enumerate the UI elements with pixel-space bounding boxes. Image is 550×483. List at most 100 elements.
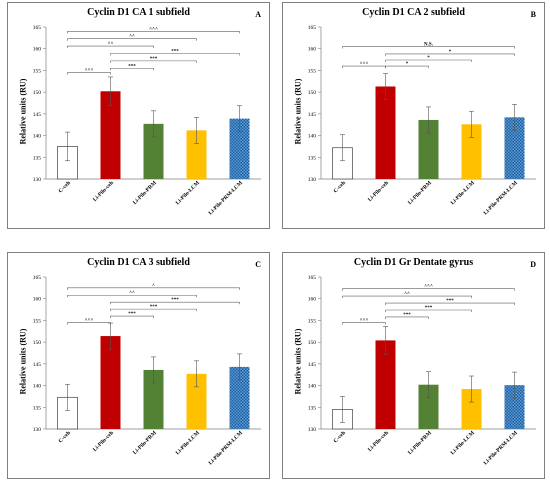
bar <box>418 119 439 179</box>
bar <box>186 373 207 429</box>
x-tick-label: Li-Pilo-veh <box>92 180 115 203</box>
significance-label: *** <box>446 299 454 304</box>
significance-bracket <box>385 53 515 56</box>
y-tick-label: 145 <box>308 112 317 118</box>
bar <box>186 130 207 179</box>
y-tick-label: 150 <box>33 340 42 346</box>
significance-label: ^^^ <box>360 62 369 67</box>
y-tick-label: 135 <box>33 155 42 161</box>
chart-panel-b: Cyclin D1 CA 2 subfield B Relative units… <box>282 2 545 229</box>
significance-bracket <box>342 46 515 49</box>
x-tick-label: Li-Pilo-LCM <box>450 430 477 457</box>
chart-title: Cyclin D1 Gr Dentate gyrus <box>353 257 474 268</box>
significance-label: ^^ <box>129 291 135 296</box>
y-tick-label: 165 <box>33 275 42 281</box>
bar <box>461 124 482 179</box>
panel-label: C <box>255 260 261 269</box>
panel-label: A <box>255 10 261 19</box>
significance-label: ^^^ <box>149 27 158 32</box>
x-tick-label: Li-Pilo-PRM <box>407 430 433 456</box>
significance-bracket <box>385 302 515 306</box>
significance-label: *** <box>403 313 411 318</box>
significance-label: *** <box>425 306 433 311</box>
bar <box>100 336 121 429</box>
significance-label: ^^^ <box>424 285 433 290</box>
x-tick-label: Li-Pilo-PRM-LCM <box>483 180 520 217</box>
bar <box>143 123 164 179</box>
bar <box>418 384 439 429</box>
y-tick-label: 135 <box>33 405 42 411</box>
y-tick-label: 165 <box>33 25 42 31</box>
significance-label: ^^^ <box>85 319 94 324</box>
significance-bracket <box>110 315 154 319</box>
significance-label: ^^^ <box>360 319 369 324</box>
significance-bracket <box>67 72 111 75</box>
panel-label: D <box>530 260 536 269</box>
significance-label: ^^ <box>108 42 114 47</box>
y-tick-label: 140 <box>33 134 42 140</box>
x-tick-label: Li-Pilo-LCM <box>175 430 202 457</box>
bar <box>229 366 250 429</box>
x-tick-label: Li-Pilo-PRM <box>132 180 158 206</box>
significance-bracket <box>67 31 240 34</box>
x-tick-label: Li-Pilo-PRM <box>132 430 158 456</box>
chart-title: Cyclin D1 CA 1 subfield <box>87 7 190 18</box>
x-tick-label: C-veh <box>333 180 347 194</box>
y-tick-label: 160 <box>308 297 317 303</box>
y-tick-label: 145 <box>308 362 317 368</box>
y-tick-label: 160 <box>33 47 42 53</box>
significance-label: * <box>406 62 409 67</box>
significance-bracket <box>385 309 472 313</box>
y-tick-label: 160 <box>33 297 42 303</box>
significance-label: ^^^ <box>85 69 94 74</box>
bar <box>504 117 525 179</box>
chart-svg: 130 135 140 145 150 155 160 165 C-veh Li-Pilo-veh… <box>33 25 261 217</box>
significance-bracket <box>110 67 154 71</box>
significance-label: *** <box>150 57 158 62</box>
bar <box>143 369 164 429</box>
y-tick-label: 140 <box>33 384 42 390</box>
x-tick-label: Li-Pilo-LCM <box>450 180 477 207</box>
chart-svg: 130 135 140 145 150 155 160 165 C-veh Li-Pilo-veh… <box>308 25 536 217</box>
bar <box>375 340 396 429</box>
y-tick-label: 135 <box>308 155 317 161</box>
y-tick-label: 145 <box>33 112 42 118</box>
x-tick-label: C-veh <box>58 180 72 194</box>
x-tick-label: Li-Pilo-PRM <box>407 180 433 206</box>
chart-title: Cyclin D1 CA 2 subfield <box>362 7 465 18</box>
y-tick-label: 160 <box>308 47 317 53</box>
y-tick-label: 145 <box>33 362 42 368</box>
chart-svg: 130 135 140 145 150 155 160 165 C-veh Li-Pilo-veh… <box>308 275 536 466</box>
x-tick-label: Li-Pilo-veh <box>367 180 390 203</box>
significance-bracket <box>110 308 197 312</box>
y-tick-label: 140 <box>308 384 317 390</box>
significance-label: ^^ <box>404 292 410 297</box>
significance-label: *** <box>150 305 158 310</box>
x-tick-label: Li-Pilo-PRM-LCM <box>208 180 245 217</box>
chart-panel-d: Cyclin D1 Gr Dentate gyrus D Relative un… <box>282 252 545 479</box>
significance-label: *** <box>171 49 179 54</box>
y-tick-label: 130 <box>33 427 42 433</box>
y-tick-label: 150 <box>308 90 317 96</box>
significance-bracket <box>342 295 472 299</box>
significance-bracket <box>342 65 386 69</box>
significance-bracket <box>67 287 240 290</box>
significance-bracket <box>67 294 197 298</box>
y-tick-label: 155 <box>308 318 317 324</box>
y-tick-label: 155 <box>308 68 317 74</box>
significance-label: * <box>449 50 452 55</box>
bar <box>229 118 250 179</box>
y-tick-label: 140 <box>308 134 317 140</box>
y-tick-label: 155 <box>33 318 42 324</box>
y-tick-label: 165 <box>308 25 317 31</box>
x-tick-label: Li-Pilo-LCM <box>175 180 202 207</box>
significance-bracket <box>342 288 515 291</box>
significance-label: *** <box>128 64 136 69</box>
chart-title: Cyclin D1 CA 3 subfield <box>87 257 190 268</box>
bar <box>100 91 121 179</box>
significance-bracket <box>67 322 111 325</box>
y-tick-label: 165 <box>308 275 317 281</box>
significance-label: ^ <box>152 284 155 289</box>
x-tick-label: Li-Pilo-PRM-LCM <box>208 430 245 467</box>
bar <box>504 385 525 429</box>
